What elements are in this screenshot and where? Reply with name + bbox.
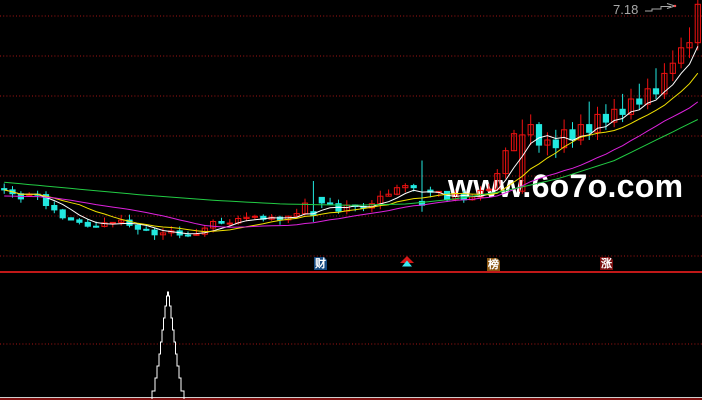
svg-text:财: 财	[314, 256, 326, 270]
svg-text:涨: 涨	[601, 256, 612, 270]
svg-text:www.6o7o.com: www.6o7o.com	[447, 168, 683, 204]
svg-text:榜: 榜	[488, 257, 499, 271]
svg-text:7.18: 7.18	[613, 2, 638, 17]
